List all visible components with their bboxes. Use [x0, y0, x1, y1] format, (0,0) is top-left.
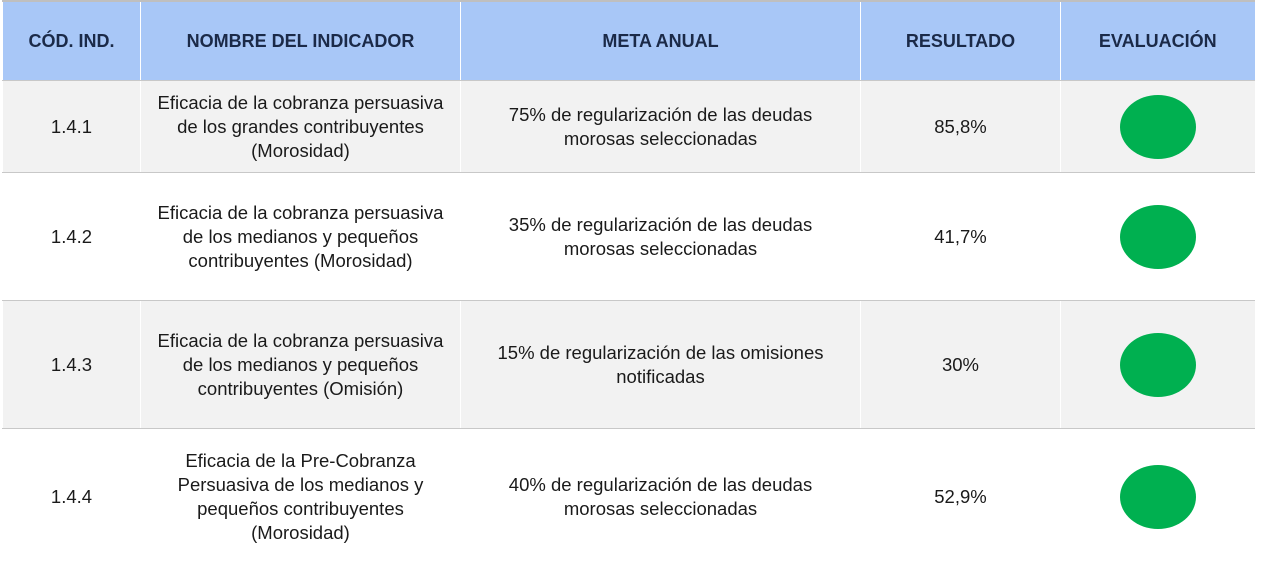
table-cell: 41,7%: [860, 172, 1061, 301]
evaluation-cell: [1060, 80, 1255, 173]
table-cell: 75% de regularización de las deudas moro…: [460, 80, 861, 173]
table-cell: 35% de regularización de las deudas moro…: [460, 172, 861, 301]
table-row: 1.4.4 Eficacia de la Pre-Cobranza Persuas…: [2, 428, 1255, 565]
table-cell: Eficacia de la cobranza persuasiva de lo…: [140, 172, 461, 301]
table-cell: 30%: [860, 300, 1061, 429]
table-row: 1.4.1 Eficacia de la cobranza persuasiva …: [2, 80, 1255, 173]
table-cell: 1.4.3: [2, 300, 141, 429]
evaluation-cell: [1060, 172, 1255, 301]
status-dot: [1119, 332, 1196, 397]
status-dot: [1119, 465, 1196, 529]
table-cell: 52,9%: [860, 428, 1061, 565]
header-row: CÓD. IND. NOMBRE DEL INDICADOR META ANUAL R…: [2, 0, 1255, 81]
evaluation-cell: [1060, 428, 1255, 565]
table-row: 1.4.2 Eficacia de la cobranza persuasiva …: [2, 172, 1255, 301]
table-cell: 1.4.2: [2, 172, 141, 301]
evaluation-cell: [1060, 300, 1255, 429]
table-cell: 40% de regularización de las deudas moro…: [460, 428, 861, 565]
status-dot: [1119, 204, 1196, 269]
header-cell: CÓD. IND.: [2, 0, 141, 81]
table-cell: Eficacia de la cobranza persuasiva de lo…: [140, 300, 461, 429]
table-body: 1.4.1 Eficacia de la cobranza persuasiva …: [2, 80, 1255, 565]
header-cell: EVALUACIÓN: [1060, 0, 1255, 81]
table-cell: Eficacia de la cobranza persuasiva de lo…: [140, 80, 461, 173]
table-cell: 1.4.4: [2, 428, 141, 565]
table-row: 1.4.3 Eficacia de la cobranza persuasiva …: [2, 300, 1255, 429]
table-cell: 85,8%: [860, 80, 1061, 173]
table-cell: 1.4.1: [2, 80, 141, 173]
header-cell: META ANUAL: [460, 0, 861, 81]
table-cell: 15% de regularización de las omisiones n…: [460, 300, 861, 429]
table-cell: Eficacia de la Pre-Cobranza Persuasiva d…: [140, 428, 461, 565]
header-cell: NOMBRE DEL INDICADOR: [140, 0, 461, 81]
status-dot: [1119, 94, 1196, 159]
header-cell: RESULTADO: [860, 0, 1061, 81]
